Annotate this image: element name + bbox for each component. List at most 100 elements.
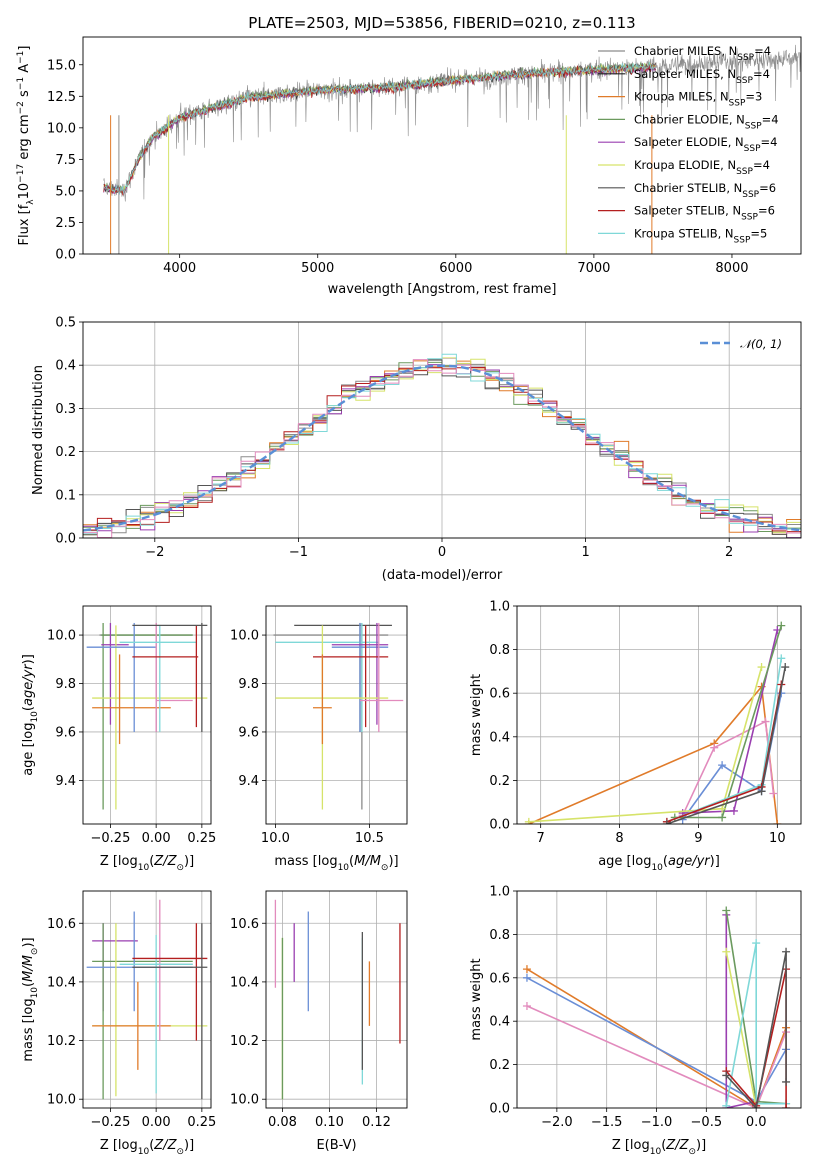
legend-label: Salpeter MILES, NSSP=4 bbox=[634, 67, 770, 86]
y-tick-label: 0.8 bbox=[489, 928, 510, 943]
mass-weight-line bbox=[681, 720, 775, 816]
axes-frame bbox=[516, 890, 802, 1109]
y-tick-label: 10.4 bbox=[47, 975, 76, 990]
x-axis-label: mass [log10(M/M⊙)] bbox=[274, 854, 398, 873]
y-tick-label: 10.4 bbox=[230, 975, 259, 990]
mass-weight-marker bbox=[757, 787, 766, 796]
y-axis-label: mass weight bbox=[469, 958, 484, 1040]
x-tick-label: −0.25 bbox=[91, 1115, 131, 1130]
legend-label: Salpeter STELIB, NSSP=6 bbox=[634, 204, 775, 223]
y-tick-label: 10.2 bbox=[47, 1034, 76, 1049]
mass-weight-marker bbox=[662, 820, 671, 824]
x-tick-label: −2 bbox=[145, 545, 164, 560]
mass-weight-marker bbox=[777, 654, 786, 663]
y-tick-label: 0.6 bbox=[489, 971, 510, 986]
y-tick-label: 2.5 bbox=[55, 216, 76, 231]
y-tick-label: 0.2 bbox=[489, 1058, 510, 1073]
mass-weight-line bbox=[725, 914, 757, 1108]
y-tick-label: 10.0 bbox=[47, 629, 76, 644]
axes-frame bbox=[82, 36, 802, 255]
legend-label: Salpeter ELODIE, NSSP=4 bbox=[634, 135, 777, 154]
mass-weight-marker bbox=[782, 1077, 791, 1086]
axes-frame bbox=[265, 605, 408, 825]
legend-label: Kroupa MILES, NSSP=3 bbox=[634, 90, 762, 109]
x-tick-label: −2.0 bbox=[541, 1115, 573, 1130]
mass-weight-marker bbox=[524, 817, 533, 824]
y-tick-label: 0.8 bbox=[489, 643, 510, 658]
x-axis-label: age [log10(age/yr)] bbox=[598, 854, 720, 873]
mass-weight-marker bbox=[718, 804, 727, 813]
y-axis-label: Normed distribution bbox=[31, 365, 46, 495]
mass-weight-marker bbox=[522, 973, 531, 982]
plot-area bbox=[522, 906, 791, 1108]
mass-weight-marker bbox=[522, 965, 531, 974]
x-tick-label: 2 bbox=[725, 545, 733, 560]
axes-frame bbox=[265, 890, 408, 1109]
y-tick-label: 0.0 bbox=[55, 248, 76, 263]
legend-label: Kroupa ELODIE, NSSP=4 bbox=[634, 158, 770, 177]
mass-weight-marker bbox=[757, 663, 766, 672]
plot-area bbox=[103, 44, 801, 254]
mass-weight-marker bbox=[522, 1002, 531, 1011]
y-tick-label: 9.6 bbox=[55, 725, 76, 740]
y-axis-label: age [log10(age/yr)] bbox=[21, 654, 40, 776]
mass-weight-marker bbox=[718, 813, 727, 822]
x-tick-label: 6000 bbox=[439, 261, 472, 276]
y-tick-label: 1.0 bbox=[489, 885, 510, 900]
mass-weight-marker bbox=[777, 621, 786, 630]
x-tick-label: 0 bbox=[438, 545, 446, 560]
x-tick-label: −1.0 bbox=[641, 1115, 673, 1130]
y-tick-label: 9.6 bbox=[238, 725, 259, 740]
y-tick-label: 0.0 bbox=[489, 1102, 510, 1117]
y-tick-label: 9.8 bbox=[55, 677, 76, 692]
y-tick-label: 9.4 bbox=[55, 774, 76, 789]
legend-label: 𝒩(0, 1) bbox=[740, 337, 782, 351]
y-tick-label: 15.0 bbox=[47, 58, 76, 73]
spectrum-model-line bbox=[103, 61, 656, 194]
mass-weight-line bbox=[725, 951, 787, 1108]
y-tick-label: 10.0 bbox=[230, 1093, 259, 1108]
x-tick-label: 1 bbox=[581, 545, 589, 560]
axes-frame bbox=[82, 321, 802, 539]
mass-weight-marker bbox=[782, 1104, 791, 1108]
plot-area bbox=[524, 621, 790, 824]
y-tick-label: 0.4 bbox=[489, 730, 510, 745]
spectrum-model-line bbox=[103, 63, 656, 196]
x-tick-label: −1 bbox=[289, 545, 308, 560]
plot-area bbox=[274, 899, 401, 1100]
x-tick-label: 0.00 bbox=[142, 1115, 171, 1130]
plot-area bbox=[86, 899, 208, 1100]
y-axis-label: Flux [fλ10−17 erg cm−2 s−1 A−1] bbox=[16, 46, 36, 246]
mass-weight-line bbox=[725, 951, 757, 1108]
plot-area bbox=[273, 622, 404, 810]
chart-mass_vs_EBV: 0.08 0.10 0.12 10.0 10.2 10.4 10.6 E(B-V) bbox=[230, 890, 408, 1153]
plot-area bbox=[83, 353, 801, 538]
y-tick-label: 0.4 bbox=[55, 359, 76, 374]
y-tick-label: 9.4 bbox=[238, 774, 259, 789]
y-tick-label: 12.5 bbox=[47, 90, 76, 105]
x-tick-label: 0.00 bbox=[142, 831, 171, 846]
y-tick-label: 0.2 bbox=[489, 774, 510, 789]
x-tick-label: 0.25 bbox=[187, 831, 216, 846]
x-axis-label: (data-model)/error bbox=[382, 568, 503, 583]
mass-weight-marker bbox=[752, 939, 761, 948]
mass-weight-marker bbox=[729, 806, 738, 815]
chart-massweight_vs_Z: −2.0 −1.5 −1.0 −0.5 0.0 0.0 0.2 0.4 0.6 0.8 1.0 Z [… bbox=[469, 885, 802, 1157]
x-axis-label: E(B-V) bbox=[316, 1138, 356, 1153]
chart-residuals: −2 −1 0 1 2 0.0 0.1 0.2 0.3 0.4 0.5 𝒩(0, 1) (data-mo… bbox=[31, 316, 802, 583]
y-tick-label: 0.2 bbox=[55, 445, 76, 460]
spectrum-model-line bbox=[103, 63, 656, 194]
legend-label: Chabrier ELODIE, NSSP=4 bbox=[634, 112, 779, 131]
y-axis-label: mass [log10(M/M⊙)] bbox=[21, 937, 40, 1061]
y-tick-label: 0.6 bbox=[489, 687, 510, 702]
x-tick-label: 0.0 bbox=[746, 1115, 767, 1130]
mass-weight-marker bbox=[782, 947, 791, 956]
y-tick-label: 0.5 bbox=[55, 316, 76, 331]
mass-weight-line bbox=[528, 684, 779, 824]
x-tick-label: 4000 bbox=[163, 261, 196, 276]
mass-weight-marker bbox=[718, 761, 727, 770]
y-tick-label: 1.0 bbox=[489, 600, 510, 615]
chart-panels: 4000 5000 6000 7000 80000.02.55.07.510.012.5… bbox=[16, 36, 802, 1157]
y-tick-label: 10.6 bbox=[230, 917, 259, 932]
